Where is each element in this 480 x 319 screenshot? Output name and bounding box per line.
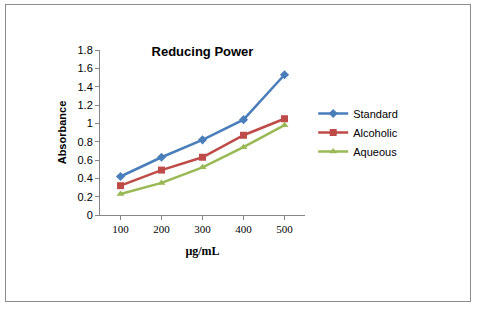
svg-text:1.2: 1.2: [78, 99, 93, 111]
svg-text:0.2: 0.2: [78, 191, 93, 203]
svg-text:1.6: 1.6: [78, 62, 93, 74]
svg-text:Reducing Power: Reducing Power: [152, 44, 254, 59]
svg-text:300: 300: [194, 223, 211, 235]
svg-text:400: 400: [235, 223, 252, 235]
svg-text:1.8: 1.8: [78, 44, 93, 56]
svg-text:Aqueous: Aqueous: [353, 146, 397, 158]
svg-text:µg/mL: µg/mL: [185, 244, 219, 258]
svg-text:Standard: Standard: [353, 108, 398, 120]
svg-text:1: 1: [87, 117, 93, 129]
svg-text:200: 200: [153, 223, 170, 235]
svg-text:100: 100: [112, 223, 129, 235]
svg-text:500: 500: [276, 223, 293, 235]
svg-text:0.6: 0.6: [78, 154, 93, 166]
svg-text:Alcoholic: Alcoholic: [353, 127, 398, 139]
svg-text:1.4: 1.4: [78, 81, 93, 93]
svg-text:0.4: 0.4: [78, 172, 93, 184]
svg-text:0: 0: [87, 209, 93, 221]
svg-text:Absorbance: Absorbance: [56, 101, 68, 165]
svg-text:0.8: 0.8: [78, 136, 93, 148]
